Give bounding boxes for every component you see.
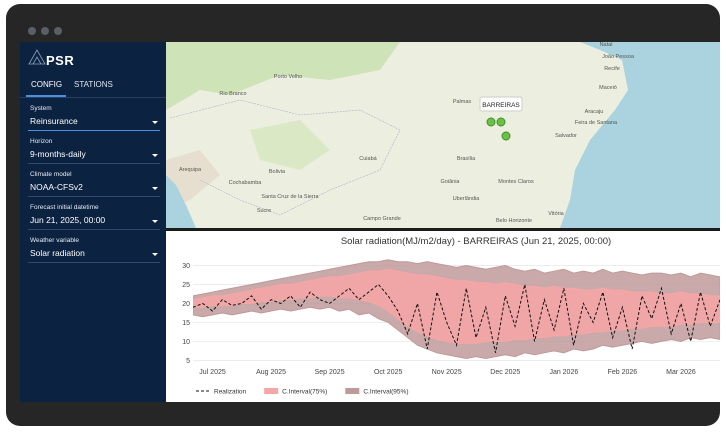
legend-swatch (345, 388, 360, 394)
city-label: Feira de Santana (575, 120, 618, 126)
field-value[interactable]: Solar radiation (30, 248, 85, 258)
legend-swatch (264, 388, 279, 394)
x-tick-label: Nov 2025 (432, 369, 462, 376)
city-label: Sucre (257, 208, 271, 214)
logo: PSR (46, 53, 75, 68)
city-label: Aracaju (585, 109, 604, 115)
city-label: Palmas (453, 99, 472, 105)
city-label: Bolivia (269, 169, 286, 175)
field-label: Weather variable (30, 237, 80, 244)
x-tick-label: Dec 2025 (490, 369, 520, 376)
city-label: João Pessoa (602, 54, 635, 60)
city-label: Rio Branco (219, 91, 246, 97)
field-value[interactable]: Reinsurance (30, 116, 78, 126)
legend-label: Realization (214, 389, 247, 396)
city-label: Salvador (555, 133, 577, 139)
dropdown-caret[interactable] (152, 220, 158, 223)
map-forest (166, 42, 400, 110)
station-marker[interactable] (501, 131, 511, 141)
city-label: Brasília (457, 156, 476, 162)
station-marker[interactable] (486, 117, 496, 127)
field-label: Climate model (30, 171, 72, 178)
y-tick-label: 20 (182, 301, 190, 308)
map[interactable]: Porto Velho Rio Branco Bolivia Cochabamba Sa… (166, 42, 720, 228)
tab-indicator (26, 95, 66, 97)
legend-label: C.Interval(75%) (282, 389, 327, 396)
dropdown-caret[interactable] (152, 187, 158, 190)
city-label: Natal (600, 42, 613, 48)
x-tick-label: Oct 2025 (374, 369, 403, 376)
window-dot (41, 27, 49, 35)
window-dot (54, 27, 62, 35)
field-value[interactable]: Jun 21, 2025, 00:00 (30, 215, 106, 225)
field-label: Horizon (30, 138, 53, 145)
dropdown-caret[interactable] (152, 154, 158, 157)
city-label: Uberlândia (453, 196, 481, 202)
city-label: Arequipa (179, 167, 202, 173)
tab[interactable]: CONFIG (31, 80, 63, 89)
field-underline (28, 262, 160, 263)
divider (166, 228, 720, 231)
chart-title: Solar radiation(MJ/m2/day) - BARREIRAS (… (341, 236, 611, 247)
realization-line (193, 283, 720, 353)
logo-icon (28, 49, 46, 65)
y-tick-label: 25 (182, 282, 190, 289)
city-label: Campo Grande (363, 216, 401, 222)
y-tick-label: 30 (182, 263, 190, 270)
field-underline (28, 196, 160, 197)
city-label: Vitória (548, 211, 564, 217)
field-label: System (30, 105, 52, 112)
dropdown-caret[interactable] (152, 253, 158, 256)
field-value[interactable]: 9-months-daily (30, 149, 86, 159)
window-dot (28, 27, 36, 35)
station-marker[interactable] (496, 117, 506, 127)
plot (193, 259, 720, 360)
x-tick-label: Feb 2026 (608, 369, 638, 376)
divider (20, 97, 166, 98)
y-tick-label: 15 (182, 320, 190, 327)
sidebar (20, 42, 166, 402)
map-ocean (166, 175, 196, 228)
tooltip-box (479, 96, 523, 112)
x-tick-label: Jul 2025 (199, 369, 226, 376)
field-underline (28, 229, 160, 230)
city-label: Porto Velho (274, 74, 302, 80)
confidence-band (193, 268, 720, 344)
tooltip: BARREIRAS (482, 102, 520, 109)
tab[interactable]: STATIONS (74, 80, 113, 89)
city-label: Cuiabá (359, 156, 377, 162)
x-tick-label: Jan 2026 (549, 369, 578, 376)
y-tick-label: 10 (182, 339, 190, 346)
map-ocean (560, 42, 720, 228)
x-tick-label: Mar 2026 (666, 369, 696, 376)
city-label: Cochabamba (229, 180, 263, 186)
city-label: Recife (604, 66, 620, 72)
field-value[interactable]: NOAA-CFSv2 (30, 182, 83, 192)
field-label: Forecast initial datetime (30, 204, 99, 211)
x-tick-label: Sep 2025 (315, 369, 345, 376)
city-label: Montes Claros (498, 179, 534, 185)
field-underline (28, 163, 160, 164)
border (169, 99, 401, 216)
city-label: Belo Horizonte (496, 218, 532, 224)
dropdown-caret[interactable] (152, 121, 158, 124)
legend-label: C.Interval(95%) (363, 389, 408, 396)
city-label: Maceió (599, 85, 617, 91)
map-forest (250, 120, 330, 170)
city-label: Goiânia (441, 179, 461, 185)
y-tick-label: 5 (186, 358, 190, 365)
field-underline (28, 130, 160, 131)
x-tick-label: Aug 2025 (256, 369, 286, 376)
city-label: Santa Cruz de la Sierra (261, 194, 319, 200)
